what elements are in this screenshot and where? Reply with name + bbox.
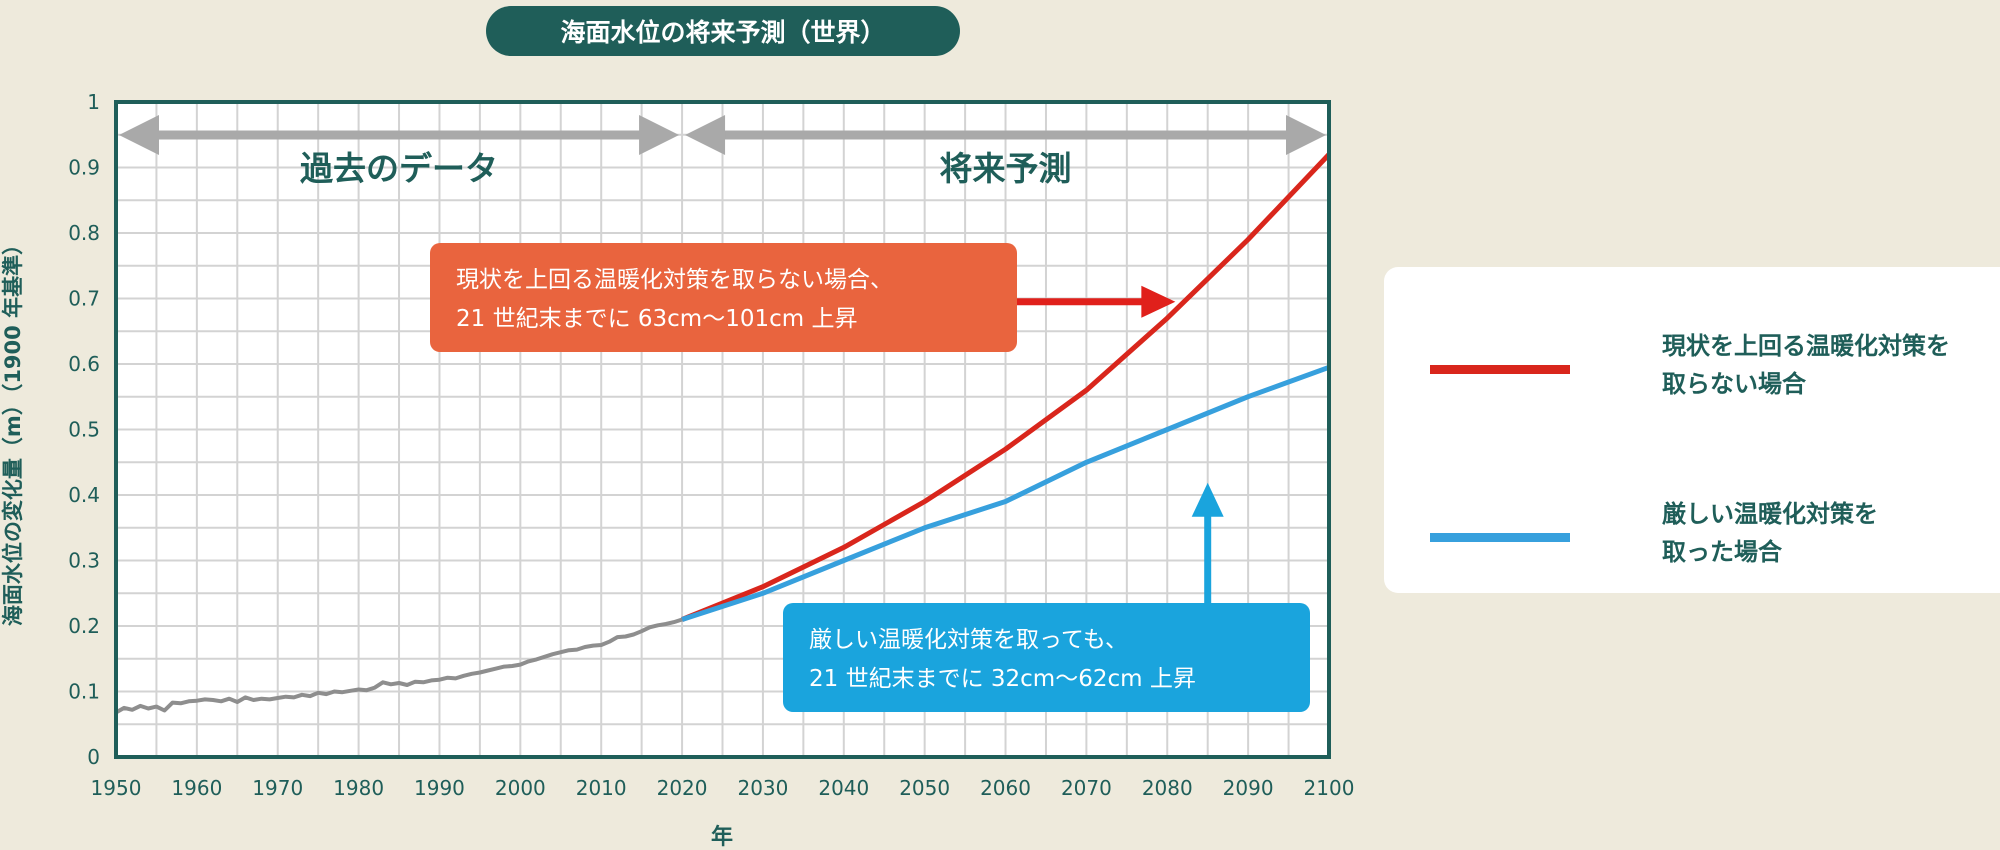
- series-line-1: [681, 152, 1331, 622]
- chart-title: 海面水位の将来予測（世界）: [486, 6, 960, 56]
- x-tick-label: 2090: [1223, 776, 1274, 800]
- annotation-strict-measures: 厳しい温暖化対策を取っても、 21 世紀末までに 32cm～62cm 上昇: [783, 603, 1310, 712]
- y-tick-label: 0.5: [68, 418, 100, 442]
- series-line-0: [115, 617, 683, 715]
- period-arrow-head: [119, 115, 159, 155]
- x-axis-label: 年: [711, 824, 733, 850]
- legend: 現状を上回る温暖化対策を 取らない場合 厳しい温暖化対策を 取った場合: [1384, 267, 2000, 593]
- legend-item-strict-measures: 厳しい温暖化対策を 取った場合: [1430, 495, 1970, 585]
- x-tick-label: 1970: [252, 776, 303, 800]
- x-tick-label: 2010: [576, 776, 627, 800]
- plot-frame: [114, 100, 1331, 759]
- y-tick-label: 0.1: [68, 680, 100, 704]
- period-arrow-head: [639, 115, 680, 155]
- y-tick-label: 0.9: [68, 156, 100, 180]
- annotation-arrow-blue-head: [1191, 482, 1224, 517]
- legend-label-no-measures: 現状を上回る温暖化対策を 取らない場合: [1662, 332, 1950, 398]
- x-tick-label: 2070: [1061, 776, 1112, 800]
- period-label: 過去のデータ: [300, 149, 498, 188]
- annotation-no-measures: 現状を上回る温暖化対策を取らない場合、 21 世紀末までに 63cm～101cm…: [430, 243, 1017, 352]
- annotation-arrow-red-head: [1141, 285, 1176, 318]
- x-tick-label: 1980: [333, 776, 384, 800]
- y-tick-label: 0.4: [68, 483, 100, 507]
- y-tick-label: 1: [87, 90, 100, 114]
- x-tick-label: 1950: [91, 776, 142, 800]
- legend-label-strict-measures: 厳しい温暖化対策を 取った場合: [1662, 500, 1878, 566]
- period-arrow-head: [685, 115, 726, 155]
- x-tick-label: 2000: [495, 776, 546, 800]
- legend-item-no-measures: 現状を上回る温暖化対策を 取らない場合: [1430, 327, 1970, 417]
- y-tick-label: 0.3: [68, 549, 100, 573]
- annotation-no-measures-line2: 21 世紀末までに 63cm～101cm 上昇: [456, 306, 858, 332]
- y-tick-label: 0.8: [68, 221, 100, 245]
- y-tick-label: 0.7: [68, 287, 100, 311]
- legend-swatch-red: [1430, 365, 1570, 374]
- x-tick-label: 1960: [171, 776, 222, 800]
- x-tick-label: 2040: [818, 776, 869, 800]
- annotation-strict-measures-line1: 厳しい温暖化対策を取っても、: [809, 627, 1129, 653]
- period-label: 将来予測: [940, 149, 1072, 188]
- annotation-strict-measures-line2: 21 世紀末までに 32cm～62cm 上昇: [809, 666, 1196, 692]
- x-tick-label: 1990: [414, 776, 465, 800]
- x-tick-label: 2080: [1142, 776, 1193, 800]
- x-tick-label: 2030: [737, 776, 788, 800]
- x-tick-label: 2050: [899, 776, 950, 800]
- series-line-2: [681, 364, 1330, 622]
- x-tick-label: 2020: [657, 776, 708, 800]
- annotation-no-measures-line1: 現状を上回る温暖化対策を取らない場合、: [456, 267, 893, 293]
- y-tick-label: 0: [87, 745, 100, 769]
- period-arrow-head: [1286, 115, 1326, 155]
- legend-swatch-blue: [1430, 533, 1570, 542]
- y-tick-label: 0.2: [68, 614, 100, 638]
- y-axis-label: 海面水位の変化量（m）（1900 年基準）: [1, 234, 25, 626]
- x-tick-label: 2060: [980, 776, 1031, 800]
- x-tick-label: 2100: [1304, 776, 1355, 800]
- y-tick-label: 0.6: [68, 352, 100, 376]
